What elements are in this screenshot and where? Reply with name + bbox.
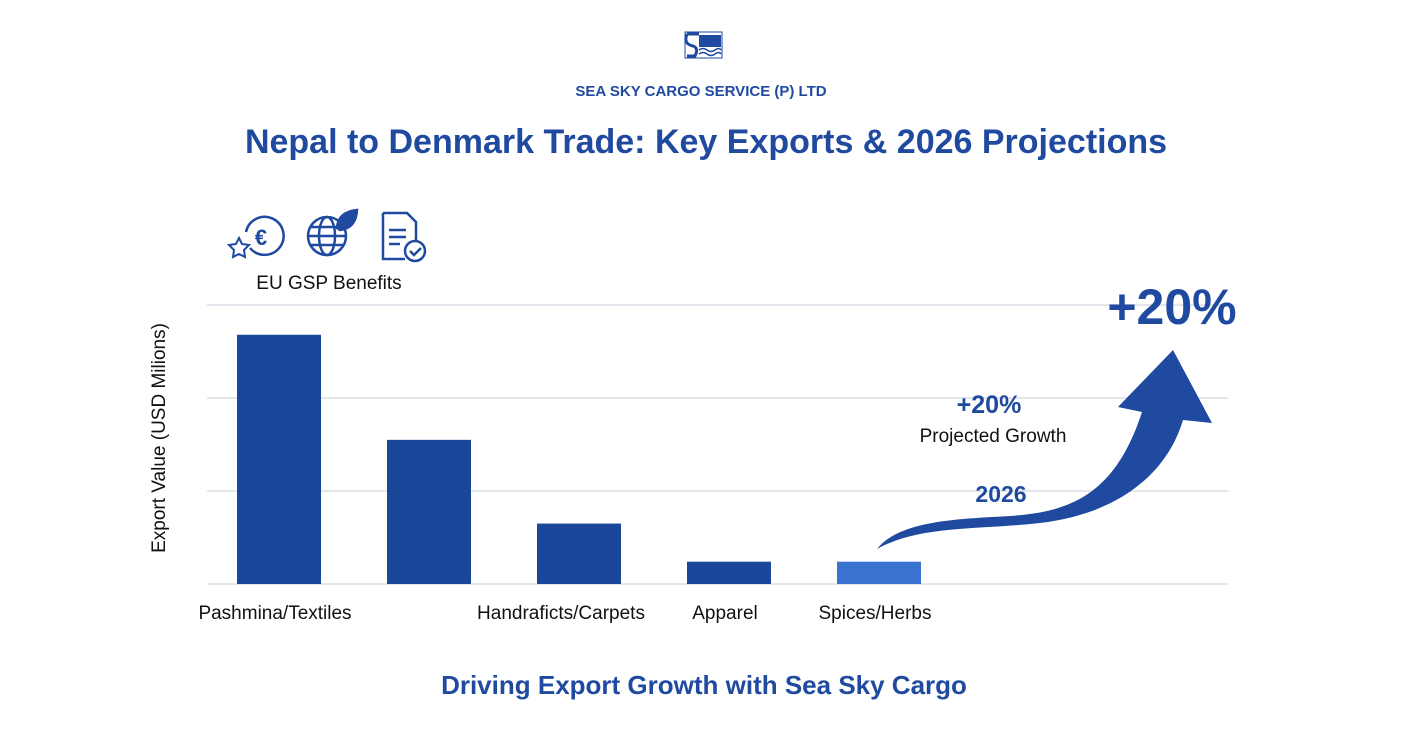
x-axis-labels: Pashmina/Textiles Handraficts/Carpets Appa… [198, 603, 931, 624]
svg-text:€: € [255, 225, 267, 250]
growth-percent: +20% [957, 391, 1022, 419]
x-tick-label: Pashmina/Textiles [198, 603, 351, 624]
euro-star-icon: € [226, 215, 285, 259]
big-growth-label: +20% [1107, 279, 1236, 335]
benefits-label: EU GSP Benefits [256, 273, 401, 294]
bar-spices-herbs [837, 561, 921, 584]
bar-pashmina-textiles [237, 334, 321, 584]
bar-handraficts-carpets [537, 523, 621, 584]
globe-leaf-icon [306, 208, 359, 257]
bar-apparel [687, 561, 771, 584]
x-tick-label: Spices/Herbs [819, 603, 932, 624]
y-axis-label: Export Value (USD Milions) [149, 323, 170, 553]
bar-category-2 [387, 439, 471, 584]
curved-up-arrow-icon [877, 350, 1212, 549]
document-check-icon [381, 211, 427, 263]
footer-tagline: Driving Export Growth with Sea Sky Cargo [441, 670, 967, 700]
page-title: Nepal to Denmark Trade: Key Exports & 20… [245, 123, 1167, 161]
company-name: SEA SKY CARGO SERVICE (P) LTD [575, 83, 826, 100]
x-tick-label: Apparel [692, 603, 758, 624]
growth-caption: Projected Growth [920, 426, 1067, 447]
gridlines [207, 304, 1228, 585]
projection-year: 2026 [975, 481, 1026, 507]
sea-sky-cargo-logo [684, 31, 723, 59]
bars [237, 334, 921, 584]
x-tick-label: Handraficts/Carpets [477, 603, 645, 624]
